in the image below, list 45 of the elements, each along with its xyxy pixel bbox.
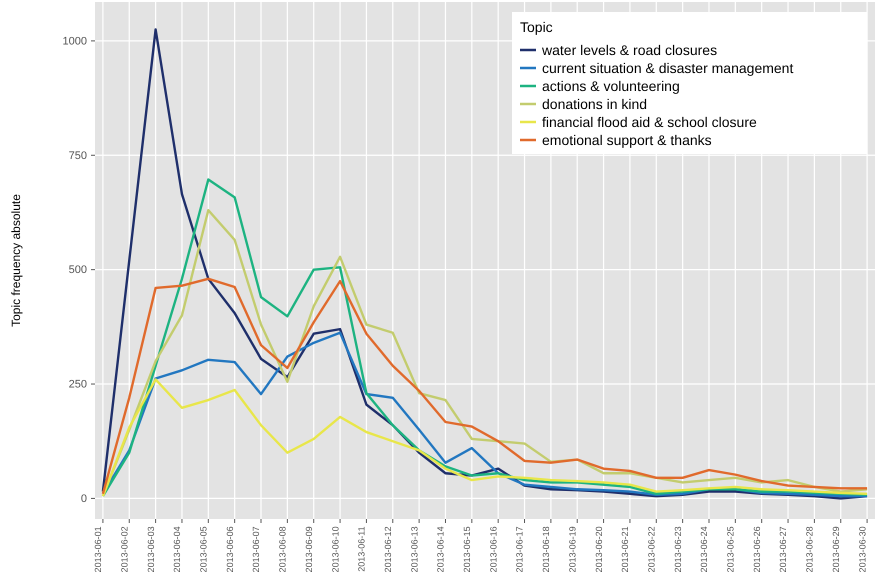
x-tick-label: 2013-06-06 — [224, 526, 235, 572]
x-tick-label: 2013-06-04 — [172, 526, 182, 572]
x-tick-label: 2013-06-29 — [830, 526, 841, 572]
legend-label: emotional support & thanks — [542, 132, 712, 148]
x-tick-label: 2013-06-25 — [726, 526, 736, 572]
y-tick-label: 1000 — [62, 35, 87, 48]
x-tick-label: 2013-06-22 — [646, 526, 656, 572]
y-tick-label: 500 — [68, 264, 87, 276]
x-tick-label: 2013-06-21 — [620, 526, 630, 572]
line-series — [102, 278, 868, 496]
x-tick-label: 2013-06-14 — [436, 526, 446, 572]
x-tick-label: 2013-06-16 — [488, 526, 498, 572]
x-tick-label: 2013-06-05 — [198, 526, 209, 572]
y-axis-title: Topic frequency absolute — [9, 194, 23, 327]
line-series — [102, 378, 868, 498]
x-tick-label: 2013-06-19 — [567, 526, 578, 572]
legend-title: Topic — [520, 19, 553, 35]
x-tick-label: 2013-06-02 — [119, 526, 130, 572]
x-tick-label: 2013-06-08 — [278, 526, 288, 572]
legend-label: water levels & road closures — [541, 42, 718, 58]
y-tick-label: 0 — [80, 492, 87, 505]
legend-label: financial flood aid & school closure — [542, 114, 758, 130]
legend-label: actions & volunteering — [542, 78, 680, 94]
x-tick-label: 2013-06-11 — [356, 526, 367, 572]
x-tick-label: 2013-06-13 — [409, 526, 420, 572]
x-tick-label: 2013-06-07 — [251, 526, 262, 572]
x-tick-label: 2013-06-20 — [594, 526, 604, 572]
y-tick-label: 750 — [68, 150, 87, 162]
x-tick-label: 2013-06-12 — [382, 526, 393, 572]
x-tick-label: 2013-06-18 — [541, 526, 552, 572]
x-tick-label: 2013-06-26 — [752, 526, 762, 572]
x-tick-label: 2013-06-28 — [804, 526, 815, 572]
x-tick-label: 2013-06-03 — [146, 526, 156, 572]
x-tick-label: 2013-06-15 — [462, 526, 472, 572]
x-tick-label: 2013-06-30 — [857, 526, 868, 572]
y-tick-label: 250 — [68, 378, 87, 391]
x-tick-label: 2013-06-23 — [672, 526, 683, 572]
x-tick-label: 2013-06-27 — [778, 526, 788, 572]
legend-label: current situation & disaster management — [542, 60, 794, 76]
x-tick-label: 2013-06-17 — [514, 526, 525, 572]
x-tick-label: 2013-06-10 — [330, 526, 340, 572]
x-tick-label: 2013-06-01 — [93, 526, 104, 572]
legend-label: donations in kind — [542, 96, 648, 112]
x-tick-label: 2013-06-24 — [699, 526, 710, 572]
x-tick-label: 2013-06-09 — [304, 526, 314, 572]
